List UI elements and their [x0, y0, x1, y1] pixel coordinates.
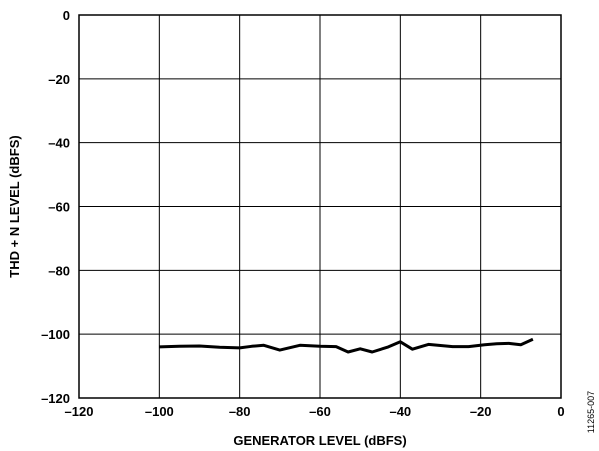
y-tick-label: –20 — [48, 72, 70, 87]
x-tick-label: –100 — [145, 404, 174, 419]
y-tick-label: –100 — [41, 327, 70, 342]
y-tick-labels: –120 –100 –80 –60 –40 –20 0 — [41, 8, 70, 406]
y-tick-label: –120 — [41, 391, 70, 406]
y-tick-label: –80 — [48, 263, 70, 278]
x-tick-label: –40 — [389, 404, 411, 419]
y-tick-label: 0 — [63, 8, 70, 23]
x-tick-label: 0 — [557, 404, 564, 419]
x-tick-label: –60 — [309, 404, 331, 419]
x-axis-title: GENERATOR LEVEL (dBFS) — [233, 433, 406, 448]
y-tick-label: –60 — [48, 200, 70, 215]
x-tick-label: –120 — [65, 404, 94, 419]
x-tick-label: –80 — [229, 404, 251, 419]
y-tick-label: –40 — [48, 136, 70, 151]
series-line — [159, 337, 534, 354]
figure-id: 11265-007 — [586, 391, 596, 433]
x-tick-label: –20 — [470, 404, 492, 419]
plot-frame — [78, 14, 562, 399]
y-axis-title: THD + N LEVEL (dBFS) — [7, 135, 22, 277]
x-tick-labels: –120 –100 –80 –60 –40 –20 0 — [65, 404, 565, 419]
grid-lines — [78, 14, 562, 399]
